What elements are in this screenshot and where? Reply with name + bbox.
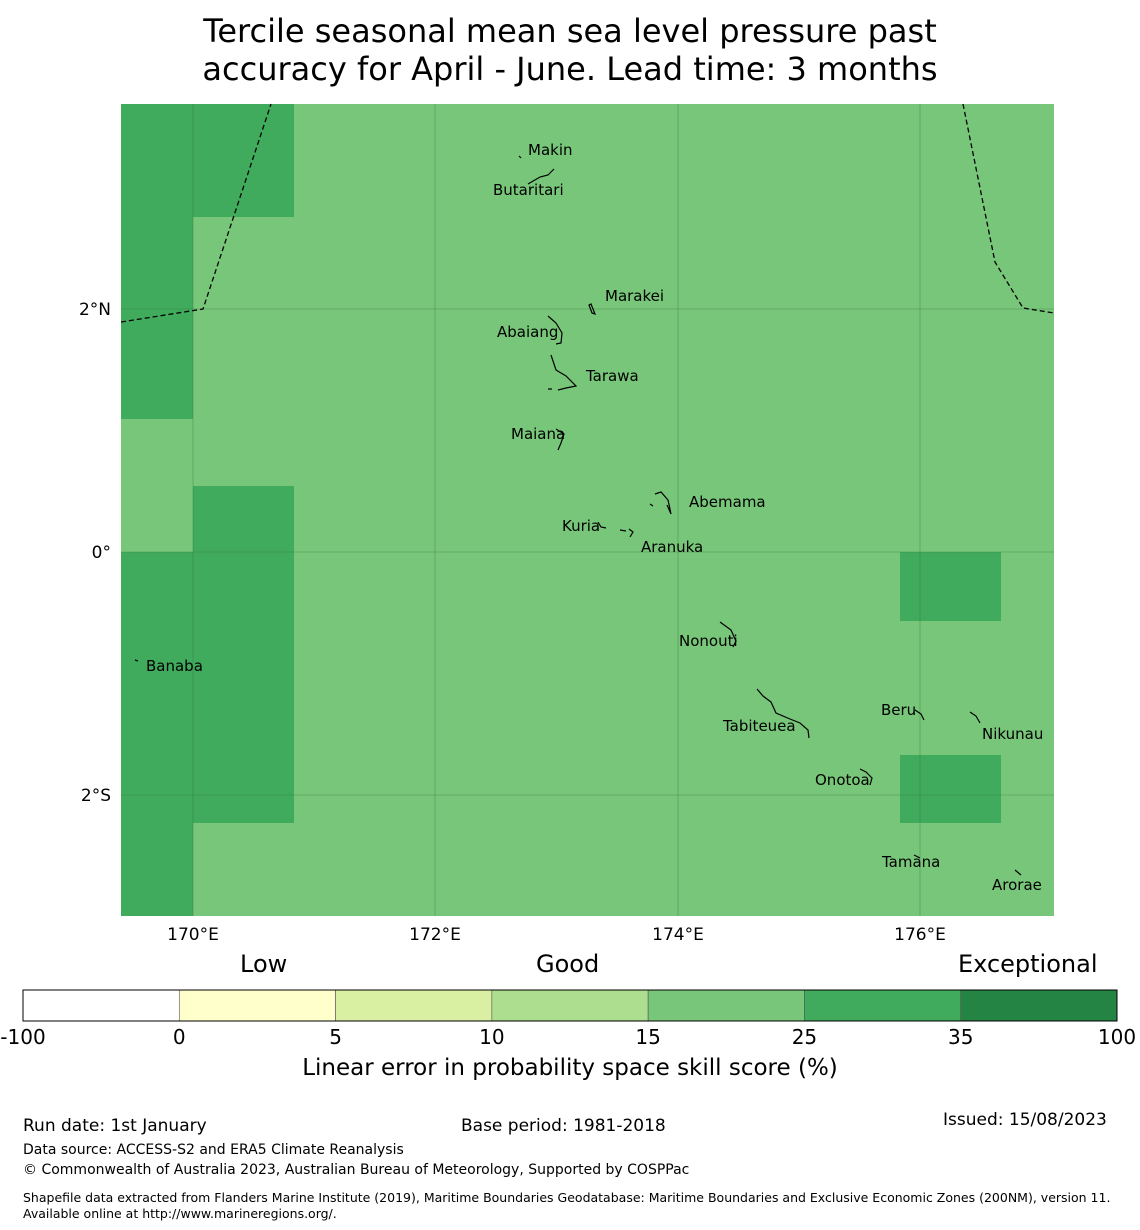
colorbar-segment: [22, 989, 180, 1022]
skill-cell-high: [900, 552, 1001, 621]
colorbar-segment: [178, 989, 336, 1022]
x-tick-label: 176°E: [894, 925, 946, 945]
island-label: Tabiteuea: [722, 717, 796, 735]
run-date: Run date: 1st January: [23, 1116, 207, 1136]
legend-category-good: Good: [536, 950, 600, 978]
island-label: Makin: [528, 141, 573, 159]
island-label: Marakei: [605, 287, 664, 305]
colorbar-segment: [335, 989, 493, 1022]
skill-cell-high: [193, 104, 294, 217]
island-label: Nikunau: [982, 725, 1043, 743]
island-labels: Makin Butaritari Marakei Abaiang Tarawa …: [146, 141, 1043, 894]
colorbar-tick-label: 10: [479, 1025, 505, 1049]
legend-category-low: Low: [240, 950, 288, 978]
data-source: Data source: ACCESS-S2 and ERA5 Climate …: [23, 1142, 404, 1158]
island-label: Aranuka: [641, 538, 703, 556]
island-label: Arorae: [992, 876, 1042, 894]
colorbar-segment: [491, 989, 649, 1022]
chart-title-line2: accuracy for April - June. Lead time: 3 …: [202, 50, 938, 88]
colorbar-title: Linear error in probability space skill …: [302, 1055, 838, 1081]
map: Makin Butaritari Marakei Abaiang Tarawa …: [79, 103, 1055, 945]
skill-cell-high: [121, 104, 193, 419]
colorbar-segment: [647, 989, 805, 1022]
island-label: Kuria: [562, 517, 600, 535]
island-label: Tamana: [881, 853, 940, 871]
base-period: Base period: 1981-2018: [461, 1116, 666, 1136]
island-label: Maiana: [511, 425, 565, 443]
shapefile-credit: Shapefile data extracted from Flanders M…: [23, 1190, 1111, 1221]
y-tick-label: 2°S: [81, 786, 111, 806]
island-outlines: [134, 155, 1022, 876]
island-label: Abaiang: [497, 323, 558, 341]
colorbar-tick-label: -100: [0, 1025, 46, 1049]
island-label: Nonouti: [679, 632, 738, 650]
colorbar-tick-label: 25: [791, 1025, 818, 1049]
issued-date: Issued: 15/08/2023: [943, 1110, 1107, 1130]
colorbar-segment: [960, 989, 1118, 1022]
x-tick-label: 170°E: [167, 925, 219, 945]
eez-boundary: [120, 103, 1055, 323]
island-label: Butaritari: [493, 181, 564, 199]
y-tick-label: 2°N: [79, 300, 111, 320]
island-label: Beru: [881, 701, 916, 719]
skill-cell-high: [900, 755, 1001, 823]
colorbar-segment: [804, 989, 962, 1022]
skill-cell-high: [193, 486, 294, 823]
island-label: Tarawa: [585, 367, 639, 385]
colorbar-tick-label: 0: [172, 1025, 186, 1049]
chart-title-line1: Tercile seasonal mean sea level pressure…: [203, 12, 937, 50]
copyright: © Commonwealth of Australia 2023, Austra…: [23, 1162, 690, 1178]
island-label: Banaba: [146, 657, 203, 675]
legend-category-exceptional: Exceptional: [958, 950, 1098, 978]
island-label: Onotoa: [815, 771, 870, 789]
colorbar-tick-label: 15: [635, 1025, 661, 1049]
colorbar: [22, 989, 1118, 1022]
y-tick-label: 0°: [92, 543, 111, 563]
x-tick-label: 172°E: [409, 925, 461, 945]
island-label: Abemama: [689, 493, 766, 511]
colorbar-tick-label: 100: [1097, 1025, 1137, 1049]
colorbar-tick-label: 35: [947, 1025, 974, 1049]
colorbar-tick-label: 5: [329, 1025, 342, 1049]
skill-cell-high: [121, 552, 193, 916]
x-tick-label: 174°E: [652, 925, 704, 945]
graticule: [121, 104, 1054, 916]
